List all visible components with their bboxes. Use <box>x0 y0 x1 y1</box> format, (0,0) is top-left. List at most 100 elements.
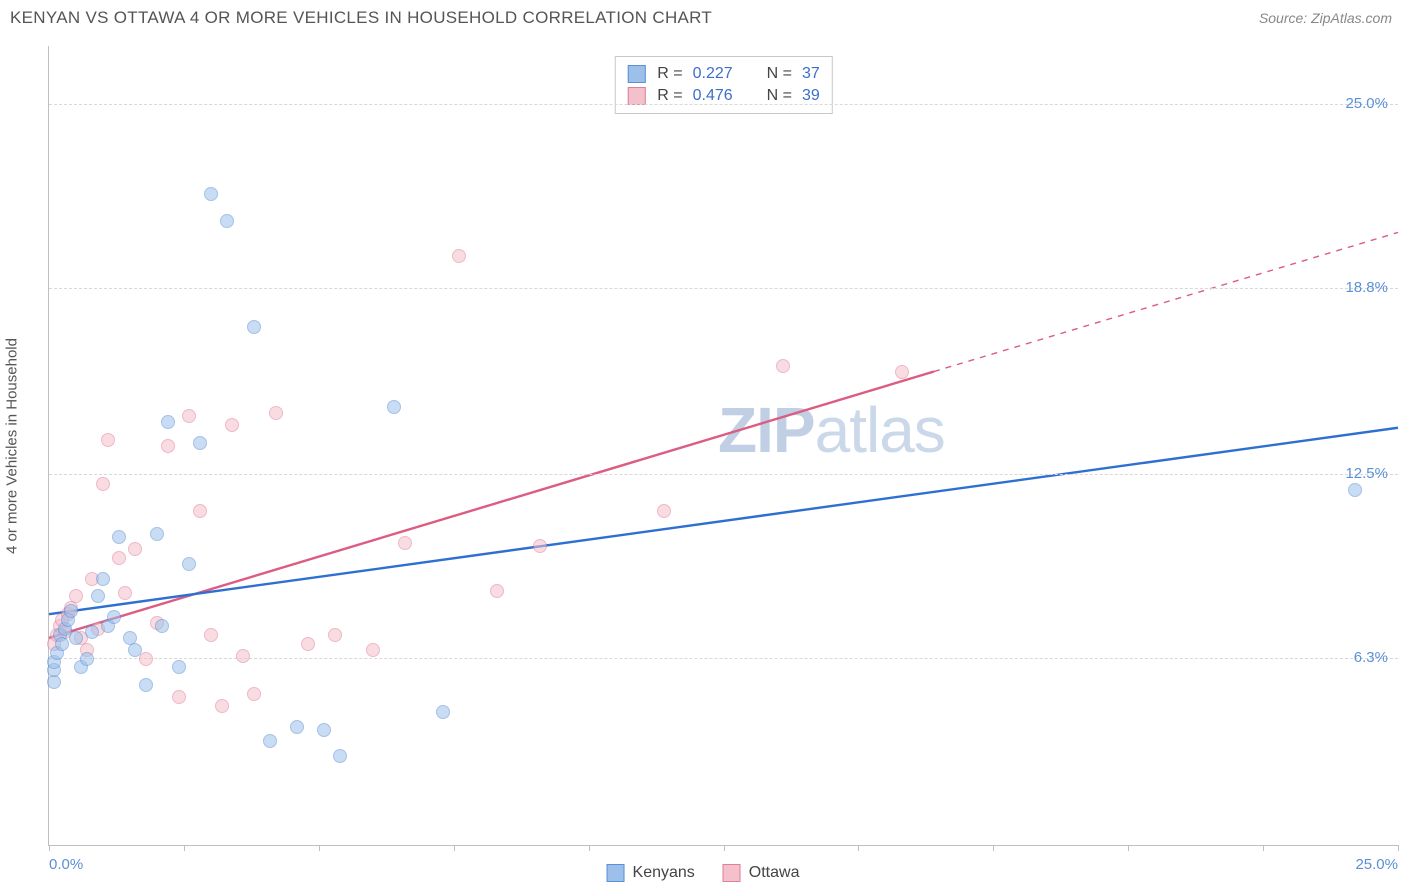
data-point <box>118 586 132 600</box>
data-point <box>269 406 283 420</box>
data-point <box>204 628 218 642</box>
x-tick <box>1398 845 1399 851</box>
chart-title: KENYAN VS OTTAWA 4 OR MORE VEHICLES IN H… <box>10 8 712 28</box>
x-tick <box>319 845 320 851</box>
data-point <box>366 643 380 657</box>
x-tick <box>1128 845 1129 851</box>
gridline <box>49 474 1398 475</box>
trend-lines <box>49 46 1398 845</box>
data-point <box>182 557 196 571</box>
data-point <box>161 439 175 453</box>
data-point <box>452 249 466 263</box>
data-point <box>215 699 229 713</box>
data-point <box>69 589 83 603</box>
x-tick <box>993 845 994 851</box>
data-point <box>204 187 218 201</box>
data-point <box>161 415 175 429</box>
y-tick-label: 6.3% <box>1354 648 1388 665</box>
data-point <box>236 649 250 663</box>
data-point <box>64 604 78 618</box>
legend-item: Ottawa <box>723 864 800 882</box>
data-point <box>69 631 83 645</box>
data-point <box>436 705 450 719</box>
data-point <box>657 504 671 518</box>
data-point <box>96 572 110 586</box>
x-tick <box>49 845 50 851</box>
data-point <box>1348 483 1362 497</box>
chart-header: KENYAN VS OTTAWA 4 OR MORE VEHICLES IN H… <box>0 0 1406 36</box>
data-point <box>139 652 153 666</box>
y-axis-label: 4 or more Vehicles in Household <box>4 338 21 554</box>
data-point <box>317 723 331 737</box>
data-point <box>150 527 164 541</box>
data-point <box>490 584 504 598</box>
data-point <box>139 678 153 692</box>
data-point <box>895 365 909 379</box>
watermark: ZIPatlas <box>718 393 945 467</box>
data-point <box>128 542 142 556</box>
legend-label: Kenyans <box>633 864 695 882</box>
legend-row: R = 0.227 N = 37 <box>627 63 819 85</box>
data-point <box>85 625 99 639</box>
series-legend: Kenyans Ottawa <box>607 864 800 882</box>
n-value: 39 <box>802 87 820 105</box>
data-point <box>290 720 304 734</box>
data-point <box>96 477 110 491</box>
y-tick-label: 25.0% <box>1345 95 1388 112</box>
legend-swatch <box>607 864 625 882</box>
legend-item: Kenyans <box>607 864 695 882</box>
gridline <box>49 104 1398 105</box>
data-point <box>220 214 234 228</box>
x-tick-label: 25.0% <box>1355 856 1398 873</box>
r-value: 0.227 <box>693 65 745 83</box>
gridline <box>49 658 1398 659</box>
data-point <box>247 687 261 701</box>
x-tick <box>724 845 725 851</box>
data-point <box>387 400 401 414</box>
x-tick <box>184 845 185 851</box>
legend-label: Ottawa <box>749 864 800 882</box>
x-tick <box>454 845 455 851</box>
data-point <box>263 734 277 748</box>
data-point <box>112 530 126 544</box>
data-point <box>333 749 347 763</box>
x-tick <box>858 845 859 851</box>
data-point <box>155 619 169 633</box>
data-point <box>91 589 105 603</box>
x-tick <box>1263 845 1264 851</box>
data-point <box>80 652 94 666</box>
data-point <box>172 690 186 704</box>
data-point <box>107 610 121 624</box>
y-tick-label: 18.8% <box>1345 278 1388 295</box>
x-tick-label: 0.0% <box>49 856 83 873</box>
data-point <box>182 409 196 423</box>
data-point <box>225 418 239 432</box>
data-point <box>247 320 261 334</box>
data-point <box>112 551 126 565</box>
gridline <box>49 288 1398 289</box>
data-point <box>128 643 142 657</box>
data-point <box>55 637 69 651</box>
r-value: 0.476 <box>693 87 745 105</box>
legend-swatch <box>627 87 645 105</box>
data-point <box>398 536 412 550</box>
x-tick <box>589 845 590 851</box>
data-point <box>101 433 115 447</box>
y-tick-label: 12.5% <box>1345 465 1388 482</box>
n-label: N = <box>767 87 792 105</box>
data-point <box>533 539 547 553</box>
scatter-chart: ZIPatlas R = 0.227 N = 37 R = 0.476 N = … <box>48 46 1398 846</box>
data-point <box>776 359 790 373</box>
legend-swatch <box>723 864 741 882</box>
data-point <box>328 628 342 642</box>
n-label: N = <box>767 65 792 83</box>
source-label: Source: ZipAtlas.com <box>1259 10 1392 26</box>
data-point <box>193 436 207 450</box>
correlation-legend: R = 0.227 N = 37 R = 0.476 N = 39 <box>614 56 832 114</box>
r-label: R = <box>657 87 682 105</box>
data-point <box>193 504 207 518</box>
r-label: R = <box>657 65 682 83</box>
n-value: 37 <box>802 65 820 83</box>
data-point <box>172 660 186 674</box>
data-point <box>301 637 315 651</box>
